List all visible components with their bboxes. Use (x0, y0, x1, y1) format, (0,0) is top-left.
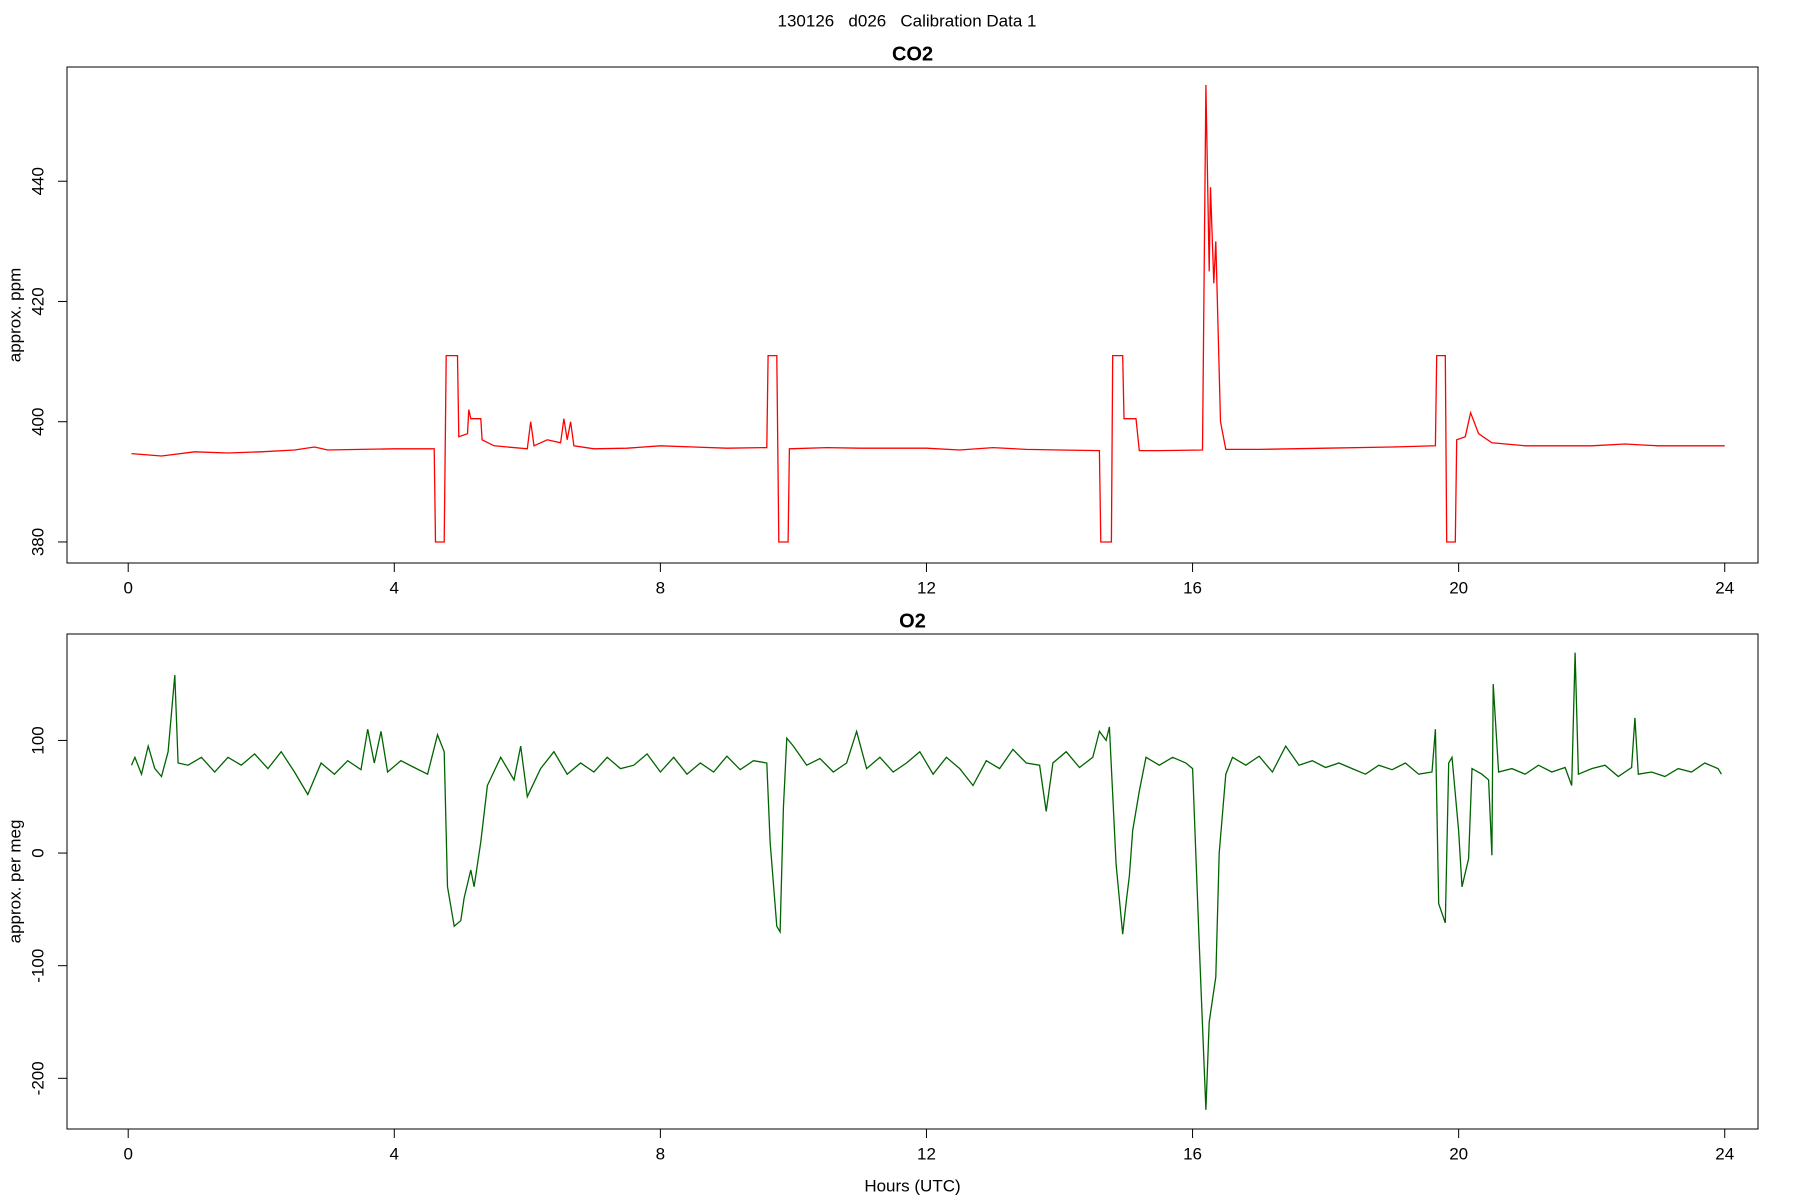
chart-title: CO2 (892, 43, 933, 65)
x-axis-label: Hours (UTC) (864, 1176, 960, 1195)
x-tick-label: 12 (917, 1144, 936, 1163)
y-tick-label: 0 (28, 848, 47, 857)
plot-frame (66, 66, 1759, 564)
x-tick-label: 0 (123, 1144, 132, 1163)
x-tick-label: 4 (390, 1144, 399, 1163)
page-title: 130126 d026 Calibration Data 1 (778, 11, 1037, 30)
x-tick-label: 24 (1715, 1144, 1734, 1163)
data-line (130, 652, 1722, 1110)
y-axis-label: approx. ppm (5, 268, 24, 363)
x-tick-label: 12 (917, 578, 936, 597)
y-tick-label: -200 (28, 1061, 47, 1095)
x-tick-label: 8 (656, 578, 665, 597)
y-tick-label: 100 (28, 726, 47, 754)
y-tick-label: -100 (28, 949, 47, 983)
x-tick-label: 16 (1183, 578, 1202, 597)
y-tick-label: 400 (28, 408, 47, 436)
y-tick-label: 440 (28, 167, 47, 195)
x-tick-label: 20 (1449, 1144, 1468, 1163)
data-line (131, 84, 1725, 543)
x-tick-label: 24 (1715, 578, 1734, 597)
y-axis-label: approx. per meg (5, 820, 24, 944)
x-tick-label: 0 (123, 578, 132, 597)
x-tick-label: 20 (1449, 578, 1468, 597)
x-tick-label: 4 (390, 578, 399, 597)
y-tick-label: 420 (28, 287, 47, 315)
y-tick-label: 380 (28, 528, 47, 556)
chart-title: O2 (899, 610, 926, 632)
plot-frame (66, 633, 1759, 1130)
x-tick-label: 8 (656, 1144, 665, 1163)
x-tick-label: 16 (1183, 1144, 1202, 1163)
